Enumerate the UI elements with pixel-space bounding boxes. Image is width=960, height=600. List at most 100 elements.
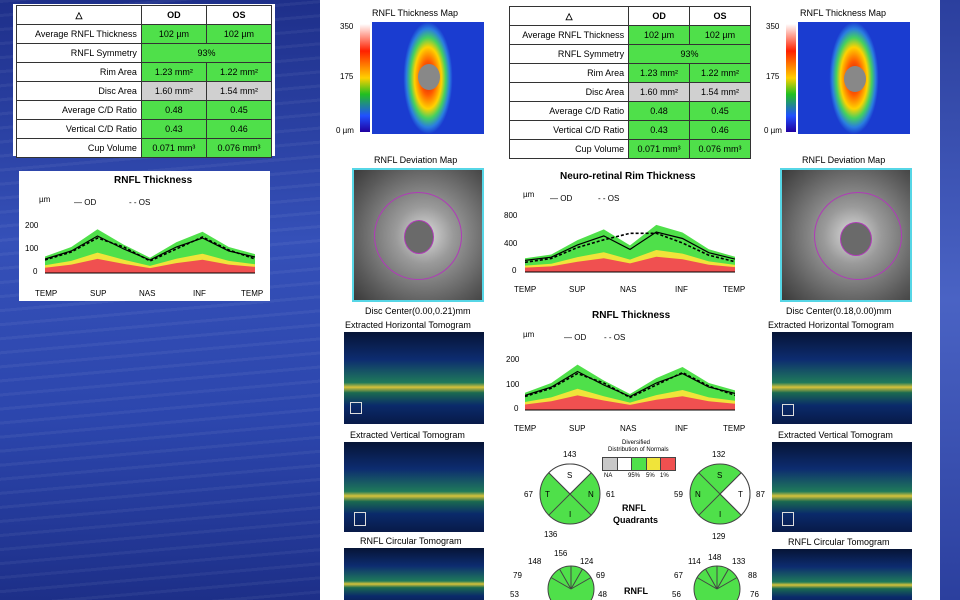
os-scale-bot: 0 µm	[764, 126, 782, 135]
row-label: Average RNFL Thickness	[16, 24, 142, 44]
os-vert-scale-icon	[782, 512, 794, 526]
os-clock-value: 67	[674, 571, 683, 580]
os-horiz-tomogram[interactable]	[772, 332, 912, 424]
os-disc-marker	[844, 66, 866, 92]
quad-legend-title-1: Diversified	[622, 440, 651, 446]
cell-os: 1.22 mm²	[205, 62, 273, 82]
od-vert-tomogram[interactable]	[344, 442, 484, 532]
cell-od: 102 µm	[140, 24, 207, 44]
rim-xtick: SUP	[569, 285, 586, 294]
os-deviation-title: RNFL Deviation Map	[802, 155, 886, 165]
abnormal-band	[45, 258, 255, 273]
series-line-od	[45, 235, 255, 261]
od-quad-s: S	[567, 471, 573, 480]
od-clock-value: 48	[598, 590, 607, 599]
left-summary-card: △ OD OS Average RNFL Thickness 102 µm 102 µm…	[13, 4, 275, 158]
rnfl-legend-od-label: OD	[574, 333, 587, 342]
os-disc-outline	[840, 222, 872, 256]
rnfl-xtick: NAS	[620, 424, 637, 433]
legend-label: 1%	[660, 473, 669, 479]
warning-triangle-icon: △	[508, 6, 630, 26]
os-quad-right-value: 87	[756, 490, 765, 499]
legend-label: NA	[604, 473, 613, 479]
cell-os: 102 µm	[689, 25, 751, 45]
oct-report-page: RNFL Thickness Map 350 175 0 µm △ OD OS Av…	[320, 0, 940, 600]
od-scale-top: 350	[340, 22, 354, 31]
os-vert-tomogram[interactable]	[772, 442, 912, 532]
od-deviation-map[interactable]	[352, 168, 484, 302]
os-clock-divider	[696, 577, 718, 590]
od-clock-value: 79	[513, 571, 522, 580]
os-circ-tomogram[interactable]	[772, 549, 912, 600]
od-clock-divider	[570, 568, 583, 590]
left-ytick: 200	[25, 221, 39, 230]
os-deviation-map[interactable]	[780, 168, 912, 302]
od-quad-bottom-value: 136	[544, 530, 558, 539]
os-quad-top-value: 132	[712, 450, 726, 459]
cell-od: 1.23 mm²	[628, 63, 691, 83]
cell-od: 1.23 mm²	[140, 62, 207, 82]
cell-os: 0.076 mm³	[205, 138, 273, 158]
rim-xtick: TEMP	[723, 285, 746, 294]
os-scale-top: 350	[766, 22, 780, 31]
rim-legend-od-label: OD	[560, 194, 573, 203]
col-os: OS	[205, 5, 273, 25]
quadrants-title-1: RNFL	[622, 503, 646, 513]
od-disc-outline	[404, 220, 434, 254]
os-quad-left-value: 59	[674, 490, 683, 499]
os-circ-tomo-title: RNFL Circular Tomogram	[788, 537, 890, 547]
od-clock-value: 124	[580, 557, 594, 566]
legend-95	[631, 458, 646, 470]
row-label: Average RNFL Thickness	[508, 25, 630, 45]
os-quadrant-chart	[689, 463, 751, 525]
cell-od: 1.60 mm²	[140, 81, 207, 101]
od-clock-divider	[550, 577, 572, 590]
rnfl-xtick: TEMP	[723, 424, 746, 433]
os-clock-value: 133	[732, 557, 746, 566]
abnormal-band	[525, 395, 735, 410]
rnfl-ytick: 0	[514, 404, 519, 413]
os-horiz-tomo-title: Extracted Horizontal Tomogram	[768, 320, 894, 330]
od-quad-right-value: 61	[606, 490, 615, 499]
od-quad-divider	[548, 472, 592, 516]
od-vert-tomo-title: Extracted Vertical Tomogram	[350, 430, 465, 440]
od-thickness-map[interactable]	[372, 22, 484, 134]
rim-legend-od: — OD	[550, 194, 573, 203]
od-clock-divider	[559, 568, 572, 590]
cell-os: 1.54 mm²	[205, 81, 273, 101]
left-legend-os: - - OS	[129, 198, 151, 207]
rnfl-ytick: 200	[506, 355, 520, 364]
warning-triangle-icon: △	[16, 5, 142, 25]
abnormal-band	[525, 256, 735, 272]
cell-os: 102 µm	[205, 24, 273, 44]
background-strip	[940, 0, 960, 600]
series-line-os	[525, 232, 735, 264]
od-quad-t: T	[545, 490, 550, 499]
od-quad-top-value: 143	[563, 450, 577, 459]
summary-table: △ OD OS Average RNFL Thickness 102 µm 102 µm…	[508, 6, 751, 159]
cell-os: 0.46	[205, 119, 273, 139]
quad-legend-title-2: Distribution of Normals	[608, 447, 669, 453]
left-legend-od-label: OD	[84, 198, 97, 207]
os-clock-value: 76	[750, 590, 759, 599]
legend-label: 95%	[628, 473, 641, 479]
rim-chart-title: Neuro-retinal Rim Thickness	[560, 171, 696, 182]
rnfl-plot	[525, 364, 735, 411]
clock-title: RNFL	[624, 586, 648, 596]
rim-ytick: 400	[504, 239, 518, 248]
od-horiz-scale-icon	[350, 402, 362, 414]
os-vert-tomo-title: Extracted Vertical Tomogram	[778, 430, 893, 440]
os-thickness-map[interactable]	[798, 22, 910, 134]
od-quad-left-value: 67	[524, 490, 533, 499]
od-circ-tomogram[interactable]	[344, 548, 484, 600]
od-clock-value: 148	[528, 557, 542, 566]
row-label: Cup Volume	[16, 138, 142, 158]
od-horiz-tomogram[interactable]	[344, 332, 484, 424]
od-quad-i: I	[569, 510, 572, 519]
series-line-od	[525, 231, 735, 261]
legend-5	[645, 458, 661, 470]
left-xtick: TEMP	[35, 289, 58, 298]
cell-both: 93%	[140, 43, 273, 63]
cell-both: 93%	[628, 44, 751, 64]
legend-na	[603, 458, 617, 470]
